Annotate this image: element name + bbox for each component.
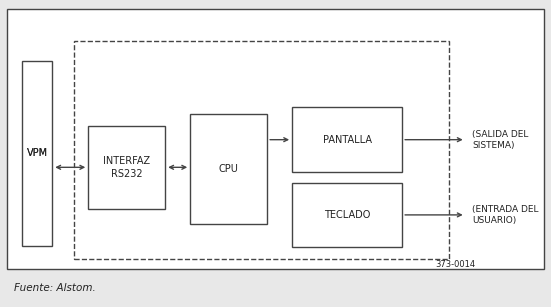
Text: VPM: VPM [26,149,48,158]
Bar [7,9,544,269]
Text: 373-0014: 373-0014 [435,259,476,269]
Text: PANTALLA: PANTALLA [323,135,371,145]
Text: VPM: VPM [26,149,48,158]
Bar [190,114,267,224]
Bar [292,183,402,247]
Bar [292,107,402,172]
Text: (ENTRADA DEL
USUARIO): (ENTRADA DEL USUARIO) [472,205,539,225]
Bar [22,61,52,246]
Bar [74,41,449,259]
Text: (SALIDA DEL
SISTEMA): (SALIDA DEL SISTEMA) [472,130,528,150]
Text: CPU: CPU [219,164,239,174]
Text: Fuente: Alstom.: Fuente: Alstom. [14,283,95,293]
Text: INTERFAZ
RS232: INTERFAZ RS232 [103,156,150,178]
Bar [88,126,165,209]
Text: TECLADO: TECLADO [324,210,370,220]
